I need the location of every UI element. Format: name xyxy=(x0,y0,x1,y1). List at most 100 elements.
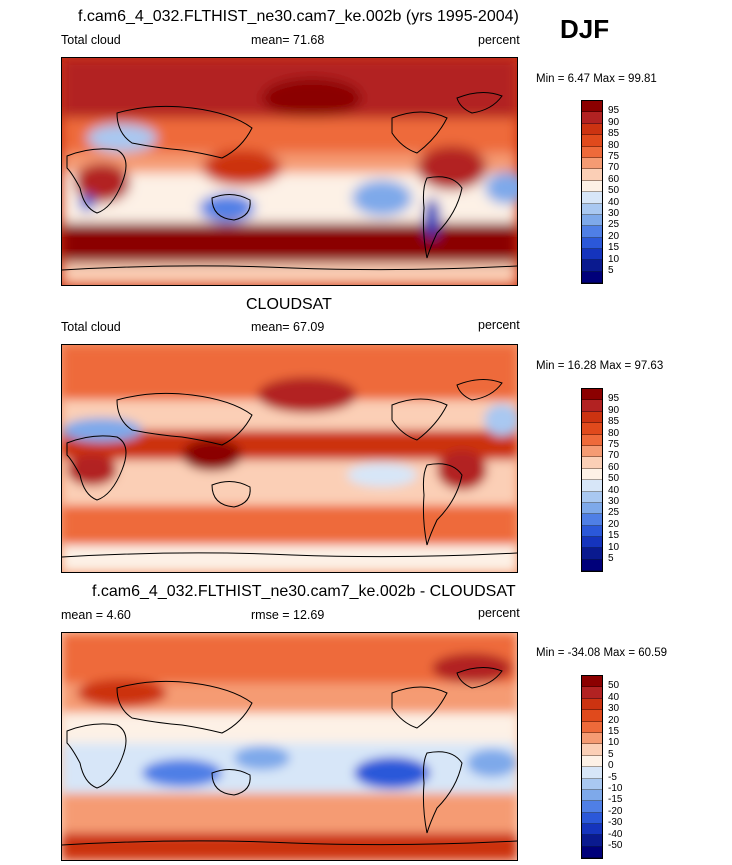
panel-title: f.cam6_4_032.FLTHIST_ne30.cam7_ke.002b -… xyxy=(92,583,516,600)
colorbar-swatch xyxy=(582,249,602,261)
colorbar-swatch xyxy=(582,710,602,722)
colorbar-tick-label: 50 xyxy=(608,185,620,197)
colorbar-tick-label: 40 xyxy=(608,691,620,703)
colorbar-swatch xyxy=(582,123,602,136)
colorbar-swatch xyxy=(582,502,602,515)
colorbar-tick-label: -20 xyxy=(608,805,623,817)
colorbar-tick-label: 15 xyxy=(608,242,620,254)
colorbar-swatch xyxy=(582,525,602,538)
colorbar-tick-label: 40 xyxy=(608,196,620,208)
colorbar-swatch xyxy=(582,411,602,424)
colorbar-swatch xyxy=(582,423,602,435)
colorbar-tick-label: 5 xyxy=(608,265,614,276)
colorbar-swatch xyxy=(582,192,602,204)
colorbar-tick-label: 20 xyxy=(608,230,620,242)
colorbar-tick-label: 5 xyxy=(608,748,614,760)
colorbar-swatch xyxy=(582,698,602,711)
coastlines xyxy=(62,92,517,271)
colorbar-tick-label: 20 xyxy=(608,714,620,726)
colorbar-swatch xyxy=(582,226,602,238)
colorbar-swatch xyxy=(582,260,602,272)
colorbar-tick-label: 5 xyxy=(608,553,614,564)
colorbar-swatch xyxy=(582,157,602,170)
colorbar-swatch xyxy=(582,457,602,469)
colorbar-tick-label: 75 xyxy=(608,439,620,450)
min-max-readout: Min = 16.28 Max = 97.63 xyxy=(536,360,664,372)
panel-units-label: percent xyxy=(478,33,520,47)
panel-mean-label: mean= 71.68 xyxy=(251,33,325,47)
panel-variable-label: Total cloud xyxy=(61,320,121,334)
colorbar xyxy=(581,388,603,573)
colorbar-tick-label: 50 xyxy=(608,473,620,485)
colorbar xyxy=(581,675,603,860)
colorbar-tick-label: 40 xyxy=(608,484,620,496)
colorbar-tick-label: 30 xyxy=(608,703,620,715)
colorbar-swatch xyxy=(582,801,602,813)
colorbar-tick-label: -5 xyxy=(608,771,617,783)
panel-variable-label: Total cloud xyxy=(61,33,121,47)
colorbar-swatch xyxy=(582,721,602,733)
colorbar-swatch xyxy=(582,434,602,446)
coastlines xyxy=(62,379,517,558)
colorbar-swatch xyxy=(582,135,602,147)
colorbar-swatch xyxy=(582,169,602,181)
colorbar-tick-label: -10 xyxy=(608,783,623,794)
colorbar-tick-label: 15 xyxy=(608,530,620,542)
map-canvas xyxy=(62,345,517,572)
colorbar-swatch xyxy=(582,445,602,458)
colorbar-tick-label: 75 xyxy=(608,151,620,162)
colorbar-tick-label: 80 xyxy=(608,139,620,151)
colorbar-tick-label: 15 xyxy=(608,726,620,737)
map-canvas xyxy=(62,58,517,285)
map-canvas xyxy=(62,633,517,860)
min-max-readout: Min = -34.08 Max = 60.59 xyxy=(536,647,668,659)
colorbar-tick-label: 70 xyxy=(608,162,620,174)
colorbar-tick-label: 70 xyxy=(608,450,620,462)
colorbar-tick-label: -40 xyxy=(608,828,623,840)
panel-rmse-label: rmse = 12.69 xyxy=(251,608,325,622)
colorbar-tick-label: 10 xyxy=(608,541,620,553)
colorbar-tick-label: 90 xyxy=(608,404,620,416)
colorbar-swatch xyxy=(582,112,602,124)
colorbar-swatch xyxy=(582,755,602,768)
colorbar-swatch xyxy=(582,744,602,756)
colorbar-swatch xyxy=(582,180,602,193)
colorbar-swatch xyxy=(582,767,602,779)
colorbar-swatch xyxy=(582,548,602,560)
colorbar-swatch xyxy=(582,237,602,250)
colorbar-tick-label: 95 xyxy=(608,105,620,117)
colorbar-swatch xyxy=(582,846,602,859)
contour-map xyxy=(61,57,518,286)
colorbar-swatch xyxy=(582,514,602,526)
panel-title: f.cam6_4_032.FLTHIST_ne30.cam7_ke.002b (… xyxy=(78,8,519,25)
colorbar-tick-label: 50 xyxy=(608,680,620,692)
panel-mean-label: mean = 4.60 xyxy=(61,608,131,622)
contour-map xyxy=(61,344,518,573)
colorbar-swatch xyxy=(582,491,602,503)
colorbar-tick-label: -30 xyxy=(608,817,623,829)
colorbar-swatch xyxy=(582,824,602,836)
contour-map xyxy=(61,632,518,861)
colorbar-swatch xyxy=(582,789,602,802)
colorbar-tick-label: 85 xyxy=(608,128,620,140)
colorbar-swatch xyxy=(582,214,602,227)
colorbar-swatch xyxy=(582,687,602,699)
colorbar-swatch xyxy=(582,732,602,745)
colorbar-swatch xyxy=(582,559,602,572)
colorbar-swatch xyxy=(582,537,602,549)
colorbar-tick-label: 20 xyxy=(608,518,620,530)
colorbar xyxy=(581,100,603,285)
colorbar-tick-label: 10 xyxy=(608,737,620,749)
colorbar-tick-label: 0 xyxy=(608,760,614,772)
min-max-readout: Min = 6.47 Max = 99.81 xyxy=(536,73,657,85)
colorbar-tick-label: 25 xyxy=(608,507,620,519)
colorbar-tick-label: 10 xyxy=(608,253,620,265)
panel-units-label: percent xyxy=(478,606,520,620)
colorbar-swatch xyxy=(582,835,602,847)
colorbar-swatch xyxy=(582,389,602,401)
colorbar-swatch xyxy=(582,400,602,412)
colorbar-swatch xyxy=(582,778,602,790)
panel-units-label: percent xyxy=(478,318,520,332)
colorbar-tick-label: 25 xyxy=(608,219,620,231)
colorbar-tick-label: 85 xyxy=(608,416,620,428)
